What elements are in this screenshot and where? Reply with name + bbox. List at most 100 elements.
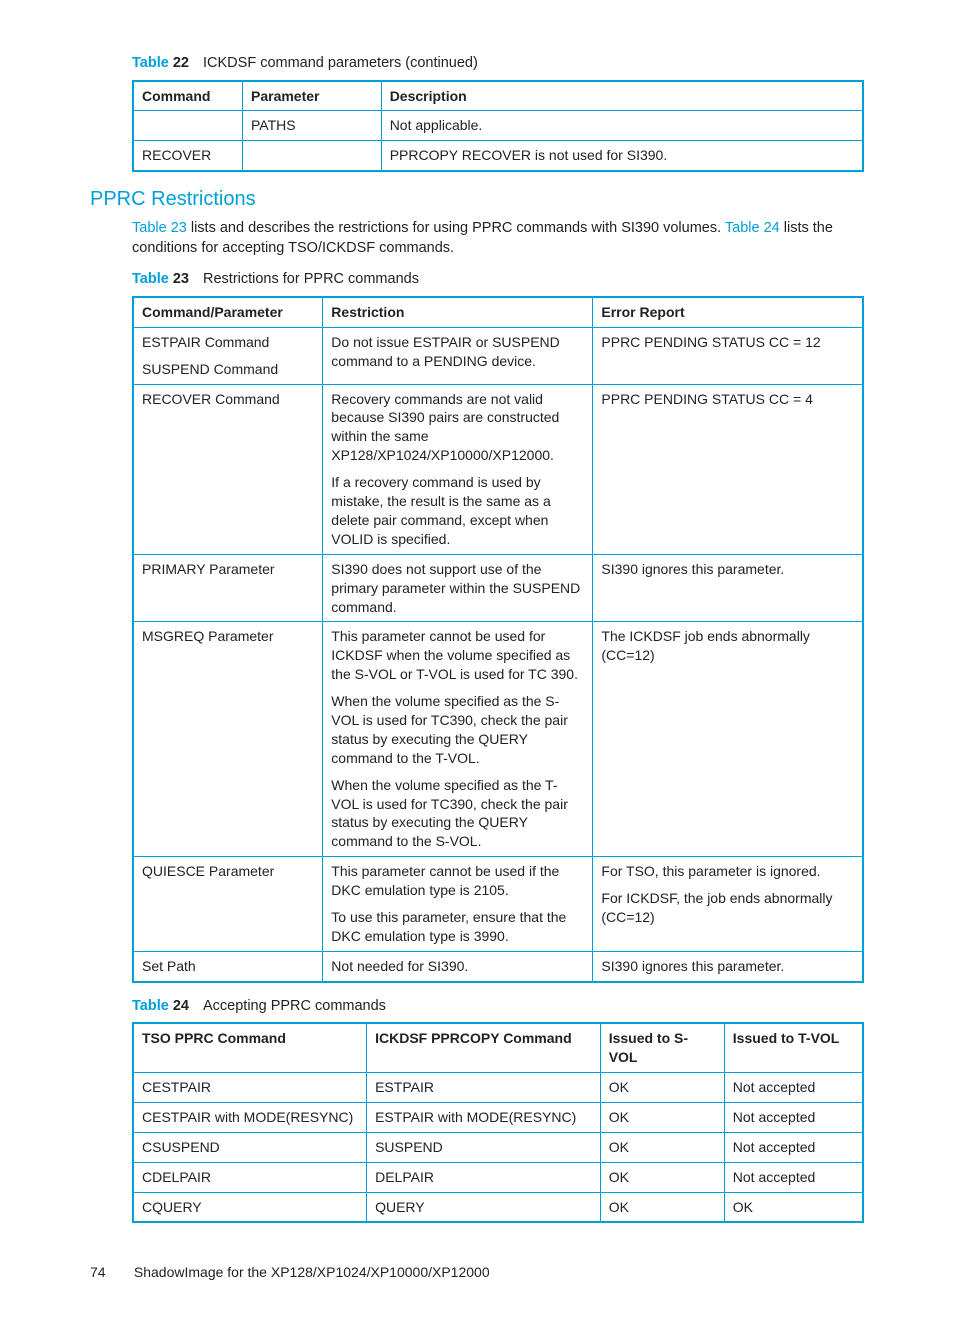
table23-cell: Set Path — [133, 951, 323, 981]
section-paragraph: Table 23 lists and describes the restric… — [132, 219, 864, 258]
footer-page-number: 74 — [90, 1263, 130, 1282]
paragraph-text: lists and describes the restrictions for… — [187, 220, 725, 236]
table23-row: ESTPAIR Command SUSPEND Command Do not iss… — [133, 327, 863, 384]
table24-cell: Not accepted — [724, 1102, 863, 1132]
table24-cell: SUSPEND — [367, 1132, 601, 1162]
table23-row: QUIESCE Parameter This parameter cannot b… — [133, 857, 863, 952]
table23-row: Set Path Not needed for SI390. SI390 ignor… — [133, 951, 863, 981]
table24-header: TSO PPRC Command — [133, 1023, 367, 1072]
table22-number: 22 — [173, 55, 189, 71]
table23-cell-para: SI390 ignores this parameter. — [601, 957, 854, 976]
table22-cell — [243, 141, 382, 171]
page: Table 22 ICKDSF command parameters (cont… — [0, 0, 954, 1322]
table23-cell: SI390 ignores this parameter. — [593, 951, 863, 981]
table24-row: CQUERYQUERYOKOK — [133, 1192, 863, 1222]
table24-cell: OK — [600, 1162, 724, 1192]
table23-cell-para: Recovery commands are not valid because … — [331, 390, 584, 466]
table24-row: CESTPAIR with MODE(RESYNC)ESTPAIR with M… — [133, 1102, 863, 1132]
table23-cell: The ICKDSF job ends abnormally (CC=12) — [593, 622, 863, 857]
table23-cell-para: For TSO, this parameter is ignored. — [601, 862, 854, 881]
table22-caption: Table 22 ICKDSF command parameters (cont… — [132, 54, 864, 74]
table22-row: RECOVER PPRCOPY RECOVER is not used for S… — [133, 141, 863, 171]
table24-cell: CESTPAIR — [133, 1072, 367, 1102]
table24-cell: ESTPAIR — [367, 1072, 601, 1102]
table24-caption: Table 24 Accepting PPRC commands — [132, 997, 864, 1017]
page-footer: 74 ShadowImage for the XP128/XP1024/XP10… — [90, 1263, 864, 1282]
table23-cell-para: The ICKDSF job ends abnormally (CC=12) — [601, 627, 854, 665]
table24-cell: Not accepted — [724, 1072, 863, 1102]
table23-row: MSGREQ Parameter This parameter cannot be… — [133, 622, 863, 857]
table22-cell: Not applicable. — [381, 111, 863, 141]
table23-caption: Table 23 Restrictions for PPRC commands — [132, 270, 864, 290]
table23-cell: SI390 ignores this parameter. — [593, 554, 863, 622]
table24-row: CDELPAIRDELPAIROKNot accepted — [133, 1162, 863, 1192]
table23-cell: MSGREQ Parameter — [133, 622, 323, 857]
table23-header: Error Report — [593, 297, 863, 327]
table23-cell: This parameter cannot be used if the DKC… — [323, 857, 593, 952]
table24-header: ICKDSF PPRCOPY Command — [367, 1023, 601, 1072]
table24-cell: CQUERY — [133, 1192, 367, 1222]
table24-header: Issued to S-VOL — [600, 1023, 724, 1072]
table23-cell-para: When the volume specified as the T-VOL i… — [331, 776, 584, 852]
table24-cell: OK — [600, 1132, 724, 1162]
table24-cell: DELPAIR — [367, 1162, 601, 1192]
table22: CommandParameterDescriptionPATHSNot appl… — [132, 80, 864, 173]
table23-cell: SI390 does not support use of the primar… — [323, 554, 593, 622]
table23-cell: PRIMARY Parameter — [133, 554, 323, 622]
table24-cell: OK — [600, 1192, 724, 1222]
table23-number: 23 — [173, 271, 189, 287]
table24-cell: OK — [724, 1192, 863, 1222]
table24-row: CESTPAIRESTPAIROKNot accepted — [133, 1072, 863, 1102]
table24-cell: OK — [600, 1072, 724, 1102]
table22-cell: PPRCOPY RECOVER is not used for SI390. — [381, 141, 863, 171]
table23-header: Restriction — [323, 297, 593, 327]
footer-title: ShadowImage for the XP128/XP1024/XP10000… — [134, 1264, 490, 1280]
table23-label: Table — [132, 271, 169, 287]
table23-cell-para: Do not issue ESTPAIR or SUSPEND command … — [331, 333, 584, 371]
table23-title: Restrictions for PPRC commands — [203, 271, 419, 287]
table23-cell: Not needed for SI390. — [323, 951, 593, 981]
table23-cell: For TSO, this parameter is ignored. For I… — [593, 857, 863, 952]
cross-ref-link[interactable]: Table 24 — [725, 220, 780, 236]
table23-cell: Recovery commands are not valid because … — [323, 384, 593, 554]
table23-cell-para: PPRC PENDING STATUS CC = 4 — [601, 390, 854, 409]
cross-ref-link[interactable]: Table 23 — [132, 220, 187, 236]
table24-label: Table — [132, 998, 169, 1014]
table23-row: PRIMARY Parameter SI390 does not support … — [133, 554, 863, 622]
table23-cell-para: When the volume specified as the S-VOL i… — [331, 692, 584, 768]
table23-header: Command/Parameter — [133, 297, 323, 327]
table23-cell-para: SI390 does not support use of the primar… — [331, 560, 584, 617]
table24-cell: QUERY — [367, 1192, 601, 1222]
table24-cell: ESTPAIR with MODE(RESYNC) — [367, 1102, 601, 1132]
table23-cell-para: PRIMARY Parameter — [142, 560, 314, 579]
table23-cell-para: SUSPEND Command — [142, 360, 314, 379]
table23-cell-para: Set Path — [142, 957, 314, 976]
table23-cell: PPRC PENDING STATUS CC = 4 — [593, 384, 863, 554]
table22-header: Command — [133, 81, 243, 111]
table23-cell-para: If a recovery command is used by mistake… — [331, 473, 584, 549]
table23-cell-para: For ICKDSF, the job ends abnormally (CC=… — [601, 889, 854, 927]
table23-cell: This parameter cannot be used for ICKDSF… — [323, 622, 593, 857]
table24-cell: CSUSPEND — [133, 1132, 367, 1162]
table22-cell: PATHS — [243, 111, 382, 141]
table23-cell-para: ESTPAIR Command — [142, 333, 314, 352]
table22-label: Table — [132, 55, 169, 71]
table22-header: Description — [381, 81, 863, 111]
table24: TSO PPRC CommandICKDSF PPRCOPY CommandIs… — [132, 1022, 864, 1223]
table24-cell: OK — [600, 1102, 724, 1132]
table23-cell-para: MSGREQ Parameter — [142, 627, 314, 646]
table23-cell: ESTPAIR Command SUSPEND Command — [133, 327, 323, 384]
table22-title: ICKDSF command parameters (continued) — [203, 55, 478, 71]
section-heading: PPRC Restrictions — [90, 186, 864, 213]
table23-cell-para: Not needed for SI390. — [331, 957, 584, 976]
table23-cell-para: QUIESCE Parameter — [142, 862, 314, 881]
table23-cell-para: To use this parameter, ensure that the D… — [331, 908, 584, 946]
table24-header: Issued to T-VOL — [724, 1023, 863, 1072]
table24-row: CSUSPENDSUSPENDOKNot accepted — [133, 1132, 863, 1162]
table22-cell: RECOVER — [133, 141, 243, 171]
table22-row: PATHSNot applicable. — [133, 111, 863, 141]
table23-cell-para: SI390 ignores this parameter. — [601, 560, 854, 579]
table22-cell — [133, 111, 243, 141]
table22-header: Parameter — [243, 81, 382, 111]
table24-number: 24 — [173, 998, 189, 1014]
